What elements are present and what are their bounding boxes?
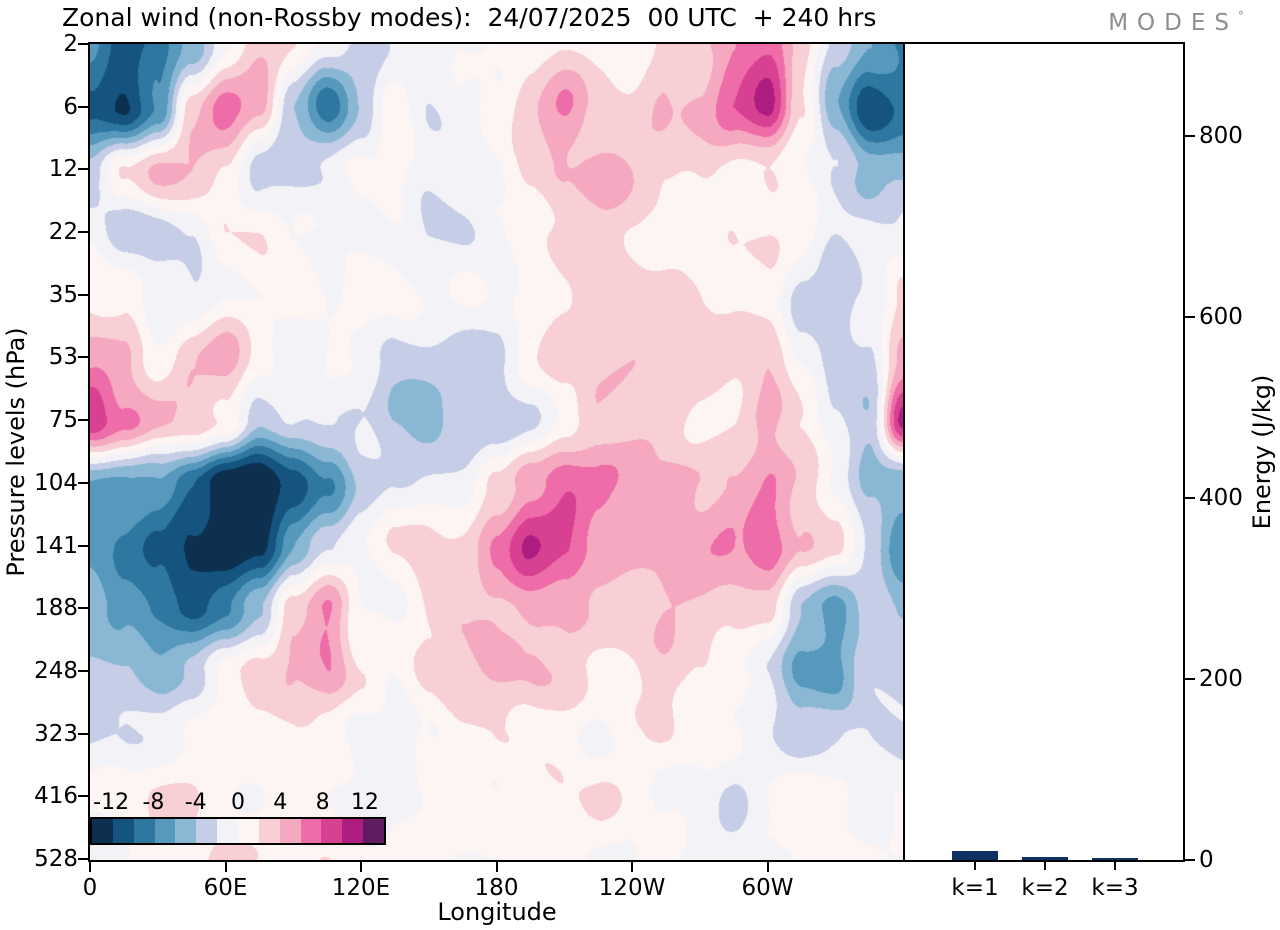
y-tickmark bbox=[78, 607, 88, 610]
colorbar-swatch bbox=[279, 819, 301, 843]
k-tickmark bbox=[1114, 862, 1116, 870]
colorbar-swatch bbox=[154, 819, 176, 843]
colorbar-tick-label: 12 bbox=[350, 790, 379, 815]
k-tickmark bbox=[974, 862, 976, 870]
colorbar-swatch bbox=[92, 819, 113, 843]
x-tick-label: 120E bbox=[331, 875, 391, 901]
colorbar-swatch bbox=[175, 819, 197, 843]
energy-tickmark bbox=[1185, 496, 1195, 499]
energy-tick-label: 200 bbox=[1199, 665, 1243, 692]
modes-logo-text: MODES bbox=[1108, 10, 1238, 36]
colorbar-tick-label: -8 bbox=[142, 790, 165, 815]
y-tickmark bbox=[78, 43, 88, 45]
y-tickmark bbox=[78, 544, 88, 547]
energy-tick-label: 400 bbox=[1199, 484, 1243, 511]
y-tick-label: 188 bbox=[34, 595, 78, 622]
colorbar-swatch bbox=[342, 819, 364, 843]
colorbar bbox=[90, 817, 386, 845]
modes-logo: MODES° bbox=[1108, 9, 1244, 36]
y-axis-label: Pressure levels (hPa) bbox=[2, 327, 30, 577]
energy-bar bbox=[1092, 858, 1138, 860]
colorbar-swatch bbox=[133, 819, 155, 843]
x-tick-label: 60E bbox=[203, 875, 248, 901]
energy-axis-label: Energy (J/kg) bbox=[1248, 374, 1276, 530]
y-tickmark bbox=[78, 231, 88, 234]
x-tickmark bbox=[360, 862, 362, 872]
zonal-wind-contour-canvas bbox=[90, 44, 903, 860]
y-tickmark bbox=[78, 105, 88, 108]
y-tick-label: 22 bbox=[48, 219, 78, 246]
x-axis-label: Longitude bbox=[437, 898, 557, 926]
y-tick-label: 416 bbox=[34, 783, 78, 810]
colorbar-tick-label: 0 bbox=[231, 790, 245, 815]
y-tick-label: 6 bbox=[63, 93, 78, 120]
modes-logo-degree-icon: ° bbox=[1238, 9, 1244, 23]
y-tick-label: 12 bbox=[48, 156, 78, 183]
y-tickmark bbox=[78, 732, 88, 735]
y-tickmark bbox=[78, 293, 88, 296]
y-tick-label: 35 bbox=[48, 281, 78, 308]
colorbar-tick-label: 4 bbox=[273, 790, 288, 815]
k-tickmark bbox=[1044, 862, 1046, 870]
y-tick-label: 75 bbox=[48, 407, 78, 434]
x-tick-label: 180 bbox=[474, 875, 519, 901]
x-tick-label: 0 bbox=[82, 875, 98, 901]
colorbar-swatch bbox=[238, 819, 259, 843]
chart-title: Zonal wind (non-Rossby modes): 24/07/202… bbox=[62, 3, 877, 32]
y-tick-label: 141 bbox=[34, 532, 78, 559]
energy-tick-label: 800 bbox=[1199, 122, 1243, 149]
colorbar-swatch bbox=[112, 819, 134, 843]
colorbar-swatch bbox=[321, 819, 343, 843]
energy-bar bbox=[952, 851, 998, 860]
colorbar-swatch bbox=[363, 819, 385, 843]
y-tickmark bbox=[78, 168, 88, 171]
y-tick-label: 104 bbox=[34, 469, 78, 496]
energy-tickmark bbox=[1185, 134, 1195, 137]
y-tick-label: 53 bbox=[48, 344, 78, 371]
energy-tickmark bbox=[1185, 859, 1195, 861]
y-tickmark bbox=[78, 481, 88, 484]
k-tick-label: k=1 bbox=[951, 875, 999, 901]
y-tickmark bbox=[78, 669, 88, 672]
x-tickmark bbox=[631, 862, 633, 872]
y-tick-label: 248 bbox=[34, 657, 78, 684]
x-tickmark bbox=[495, 862, 498, 872]
x-tickmark bbox=[89, 862, 91, 872]
energy-tick-label: 600 bbox=[1199, 303, 1243, 330]
colorbar-swatch bbox=[258, 819, 280, 843]
y-tickmark bbox=[78, 356, 88, 359]
colorbar-swatch bbox=[217, 819, 239, 843]
x-tick-label: 60W bbox=[741, 875, 794, 901]
y-tickmark bbox=[78, 858, 88, 860]
colorbar-swatch bbox=[300, 819, 322, 843]
contour-plot-area bbox=[88, 42, 905, 862]
energy-tickmark bbox=[1185, 677, 1195, 680]
energy-bar-panel bbox=[905, 42, 1185, 862]
x-tickmark bbox=[766, 862, 769, 872]
y-tick-label: 2 bbox=[63, 31, 78, 57]
energy-bar bbox=[1022, 857, 1068, 860]
x-tick-label: 120W bbox=[598, 875, 666, 901]
x-tickmark bbox=[224, 862, 227, 872]
k-tick-label: k=2 bbox=[1021, 875, 1069, 901]
colorbar-swatch bbox=[196, 819, 218, 843]
colorbar-tick-label: -4 bbox=[184, 790, 207, 815]
y-tick-label: 323 bbox=[34, 720, 78, 747]
y-tickmark bbox=[78, 795, 88, 798]
energy-tickmark bbox=[1185, 315, 1195, 318]
y-tickmark bbox=[78, 419, 88, 422]
colorbar-tick-label: -12 bbox=[93, 790, 130, 815]
energy-tick-label: 0 bbox=[1199, 847, 1214, 873]
y-tick-label: 528 bbox=[34, 846, 78, 872]
k-tick-label: k=3 bbox=[1091, 875, 1139, 901]
colorbar-tick-label: 8 bbox=[315, 790, 330, 815]
